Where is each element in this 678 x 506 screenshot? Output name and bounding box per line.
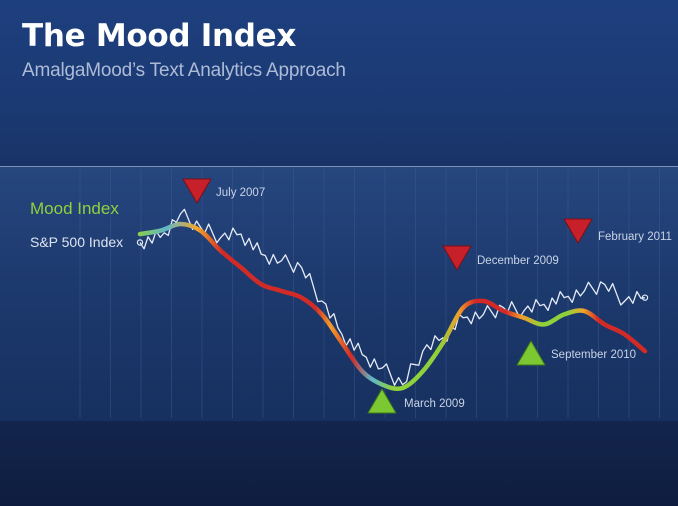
mood-chart: Mood Index S&P 500 Index July 2007 March … xyxy=(30,168,672,418)
down-arrow-icon xyxy=(182,178,212,204)
up-arrow-icon xyxy=(516,340,546,366)
annotation-label: September 2010 xyxy=(551,349,636,361)
down-arrow-icon xyxy=(563,218,593,244)
chart-panel xyxy=(0,166,678,422)
mood-index-series-line xyxy=(137,221,648,392)
annotation-label: March 2009 xyxy=(404,398,465,410)
chart-subtitle: AmalgaMood’s Text Analytics Approach xyxy=(22,60,346,81)
legend-sp500-index: S&P 500 Index xyxy=(30,234,123,250)
sp500-start-dot xyxy=(136,239,144,246)
grid-lines xyxy=(79,168,660,418)
annotation-label: July 2007 xyxy=(216,187,265,199)
footer-band xyxy=(0,421,678,506)
event-annotations: July 2007 March 2009 December 2009 Septembe… xyxy=(182,178,672,414)
sp500-end-dot xyxy=(641,294,649,301)
legend-mood-index: Mood Index xyxy=(30,199,119,218)
sp500-series-line xyxy=(139,208,646,386)
up-arrow-icon xyxy=(367,388,397,414)
annotation-label: February 2011 xyxy=(598,231,672,243)
annotation-label: December 2009 xyxy=(477,255,559,267)
chart-title: The Mood Index xyxy=(22,18,297,54)
down-arrow-icon xyxy=(442,245,472,271)
